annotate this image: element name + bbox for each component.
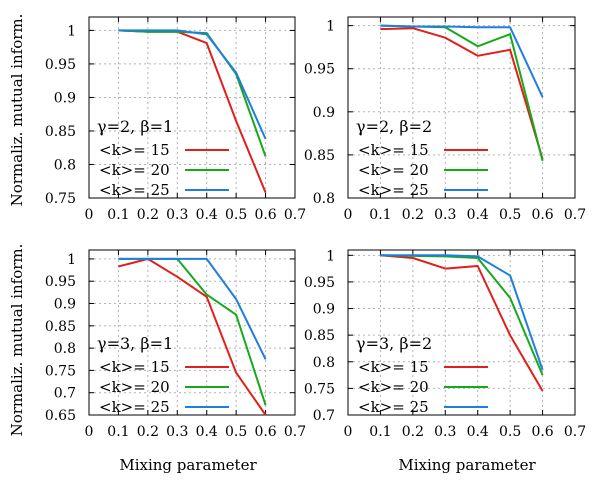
x-tick-label: 0.6 — [254, 424, 276, 440]
x-tick-label: 0.4 — [196, 207, 218, 223]
x-axis-label-left: Mixing parameter — [119, 456, 257, 474]
y-axis-label-top: Normaliz. mutual inform. — [8, 14, 26, 207]
panel-annotation: γ=2, β=1 — [97, 117, 173, 136]
x-tick-label: 0 — [344, 207, 353, 223]
x-tick-label: 0.1 — [369, 424, 391, 440]
y-tick-label: 1 — [67, 23, 76, 39]
series-line-k3 — [380, 254, 544, 371]
y-tick-label: 1 — [326, 248, 335, 264]
plot-frame — [347, 16, 576, 199]
x-tick-label: 0.7 — [564, 207, 586, 223]
y-tick-label: 0.75 — [304, 381, 335, 397]
series-line-k3 — [118, 29, 267, 140]
x-axis-label-right: Mixing parameter — [398, 456, 536, 474]
series-line-k3 — [118, 257, 267, 360]
y-tick-label: 0.85 — [304, 148, 335, 164]
y-tick-label: 0.8 — [313, 355, 335, 371]
y-tick-label: 0.85 — [45, 124, 76, 140]
y-tick-label: 0.7 — [54, 386, 76, 402]
x-tick-label: 0.1 — [107, 207, 129, 223]
y-tick-label: 0.8 — [313, 191, 335, 207]
y-tick-label: 0.95 — [304, 62, 335, 78]
x-tick-label: 0.4 — [467, 424, 489, 440]
x-tick-label: 0.5 — [225, 424, 247, 440]
chart-panel-1: 0 0.1 0.2 0.3 0.4 0.5 0.6 0.7 0.75 0.8 0.85 0.9 0.95… — [45, 16, 306, 223]
x-tick-label: 0.5 — [225, 207, 247, 223]
y-tick-label: 0.95 — [45, 274, 76, 290]
x-tick-label: 0.4 — [467, 207, 489, 223]
y-tick-label: 0.9 — [54, 297, 76, 313]
panel-annotation: γ=2, β=2 — [356, 117, 432, 136]
x-tick-label: 0.5 — [499, 424, 521, 440]
chart-panel-2: 0 0.1 0.2 0.3 0.4 0.5 0.6 0.7 0.8 0.85 0.9 0.95 1 γ=2… — [304, 16, 586, 223]
y-tick-label: 0.9 — [313, 105, 335, 121]
series-line-k3 — [380, 24, 544, 98]
legend-label: <k>= 25 — [99, 398, 170, 416]
y-tick-label: 1 — [326, 19, 335, 35]
x-tick-label: 0.3 — [166, 207, 188, 223]
legend-label: <k>= 20 — [358, 161, 429, 179]
y-tick-label: 0.75 — [45, 363, 76, 379]
y-tick-label: 0.95 — [304, 275, 335, 291]
x-tick-label: 0.6 — [254, 207, 276, 223]
x-tick-label: 0 — [344, 424, 353, 440]
x-tick-label: 0.6 — [531, 207, 553, 223]
plot-frame — [347, 249, 576, 416]
x-tick-label: 0 — [85, 207, 94, 223]
x-tick-label: 0.3 — [434, 207, 456, 223]
x-tick-label: 0.2 — [402, 424, 424, 440]
plot-frame — [88, 249, 296, 416]
x-tick-label: 0.1 — [107, 424, 129, 440]
x-tick-label: 0.7 — [284, 424, 306, 440]
y-tick-label: 1 — [67, 252, 76, 268]
x-tick-label: 0.3 — [166, 424, 188, 440]
legend-label: <k>= 25 — [358, 181, 429, 199]
legend-label: <k>= 20 — [99, 161, 170, 179]
y-tick-label: 0.9 — [54, 90, 76, 106]
legend-label: <k>= 20 — [99, 378, 170, 396]
x-tick-label: 0.3 — [434, 424, 456, 440]
x-tick-label: 0.1 — [369, 207, 391, 223]
x-tick-label: 0.6 — [531, 424, 553, 440]
y-axis-label-bottom: Normaliz. mutual inform. — [8, 244, 26, 437]
y-tick-label: 0.85 — [304, 328, 335, 344]
y-tick-label: 0.7 — [313, 408, 335, 424]
series-line-k1 — [380, 27, 544, 160]
x-tick-label: 0.2 — [137, 207, 159, 223]
x-tick-label: 0.7 — [564, 424, 586, 440]
panel-annotation: γ=3, β=1 — [97, 334, 173, 353]
panel-annotation: γ=3, β=2 — [356, 334, 432, 353]
legend-label: <k>= 25 — [99, 181, 170, 199]
y-tick-label: 0.8 — [54, 157, 76, 173]
series-line-k1 — [118, 257, 267, 416]
y-tick-label: 0.65 — [45, 408, 76, 424]
y-tick-label: 0.75 — [45, 191, 76, 207]
legend-label: <k>= 25 — [358, 398, 429, 416]
legend-label: <k>= 15 — [358, 141, 429, 159]
x-tick-label: 0.7 — [284, 207, 306, 223]
y-tick-label: 0.8 — [54, 341, 76, 357]
plot-frame — [88, 16, 296, 199]
legend-label: <k>= 20 — [358, 378, 429, 396]
legend-label: <k>= 15 — [99, 358, 170, 376]
x-tick-label: 0.5 — [499, 207, 521, 223]
series-line-k1 — [380, 254, 544, 392]
y-tick-label: 0.85 — [45, 319, 76, 335]
chart-panel-3: 0 0.1 0.2 0.3 0.4 0.5 0.6 0.7 0.65 0.7 0.75 0.8 0.85… — [45, 249, 306, 440]
chart-panel-4: 0 0.1 0.2 0.3 0.4 0.5 0.6 0.7 0.7 0.75 0.8 0.85 0.9 0… — [304, 248, 586, 440]
y-tick-label: 0.9 — [313, 302, 335, 318]
x-tick-label: 0 — [85, 424, 94, 440]
y-tick-label: 0.95 — [45, 57, 76, 73]
legend-label: <k>= 15 — [99, 141, 170, 159]
x-tick-label: 0.2 — [137, 424, 159, 440]
x-tick-label: 0.4 — [196, 424, 218, 440]
x-tick-label: 0.2 — [402, 207, 424, 223]
legend-label: <k>= 15 — [358, 358, 429, 376]
